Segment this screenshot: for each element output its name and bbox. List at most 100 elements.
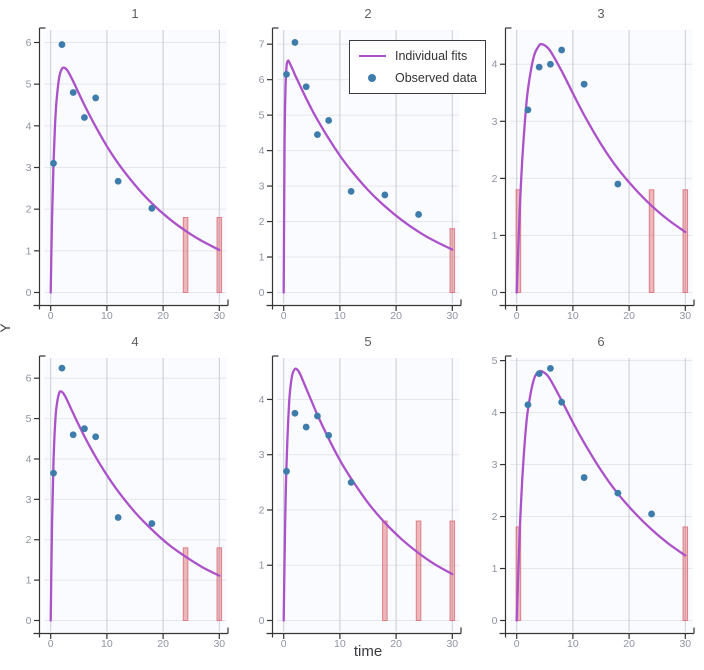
- svg-text:4: 4: [259, 394, 265, 406]
- svg-text:0: 0: [259, 287, 265, 299]
- svg-text:30: 30: [446, 638, 458, 650]
- svg-text:6: 6: [26, 37, 32, 49]
- svg-text:1: 1: [492, 230, 498, 242]
- svg-text:2: 2: [26, 204, 32, 216]
- observed-dot-swatch-icon: [358, 74, 386, 82]
- svg-text:3: 3: [259, 181, 265, 193]
- axes: [266, 27, 462, 311]
- svg-text:20: 20: [623, 638, 635, 650]
- tick-labels: 0 1 2 3 4 5 6 0 10 20 30: [26, 373, 226, 650]
- svg-text:0: 0: [514, 638, 520, 650]
- svg-text:1: 1: [492, 563, 498, 575]
- observed-points: [50, 364, 156, 527]
- svg-text:4: 4: [26, 120, 32, 132]
- svg-text:0: 0: [26, 287, 32, 299]
- subplot-1: 0 1 2 3 4 5 6 0 10 20 30 1: [0, 0, 233, 330]
- axes: [266, 355, 462, 639]
- svg-text:1: 1: [26, 245, 32, 257]
- subplot-5: 0 1 2 3 4 0 10 20 30 5: [233, 328, 466, 658]
- svg-text:30: 30: [679, 638, 691, 650]
- svg-text:20: 20: [390, 638, 402, 650]
- svg-text:0: 0: [26, 615, 32, 627]
- observed-points: [524, 46, 622, 188]
- svg-text:3: 3: [26, 162, 32, 174]
- subplot-5-canvas: 0 1 2 3 4 0 10 20 30: [259, 355, 462, 650]
- legend-item-individual-fits: Individual fits: [358, 45, 477, 67]
- svg-text:10: 10: [334, 310, 346, 322]
- fit-line-swatch-icon: [358, 54, 386, 58]
- svg-text:5: 5: [26, 413, 32, 425]
- svg-text:1: 1: [259, 252, 265, 264]
- svg-text:1: 1: [259, 560, 265, 572]
- tick-labels: 0 1 2 3 4 0 10 20 30: [259, 394, 459, 650]
- svg-text:2: 2: [259, 216, 265, 228]
- subplot-6-title: 6: [597, 334, 605, 349]
- svg-text:30: 30: [446, 310, 458, 322]
- subplot-3-title: 3: [597, 6, 605, 21]
- observed-points: [283, 39, 422, 218]
- svg-text:0: 0: [259, 615, 265, 627]
- svg-text:6: 6: [259, 74, 265, 86]
- dose-bars: [182, 547, 223, 621]
- svg-text:1: 1: [26, 575, 32, 587]
- svg-text:4: 4: [26, 453, 32, 465]
- tick-labels: 0 1 2 3 4 5 0 10 20 30: [492, 355, 692, 650]
- svg-text:0: 0: [48, 638, 54, 650]
- legend: Individual fits Observed data: [349, 40, 486, 94]
- axes: [33, 27, 229, 311]
- svg-text:20: 20: [390, 310, 402, 322]
- svg-text:2: 2: [492, 511, 498, 523]
- svg-text:0: 0: [492, 615, 498, 627]
- fit-curve: [49, 390, 221, 622]
- svg-text:20: 20: [157, 310, 169, 322]
- svg-text:3: 3: [26, 494, 32, 506]
- svg-text:3: 3: [492, 116, 498, 128]
- svg-text:4: 4: [492, 407, 498, 419]
- svg-text:20: 20: [157, 638, 169, 650]
- x-axis-label: time: [353, 643, 383, 660]
- fit-curve: [282, 367, 454, 622]
- svg-text:10: 10: [567, 310, 579, 322]
- gridlines: [44, 358, 227, 632]
- svg-text:3: 3: [259, 449, 265, 461]
- svg-text:10: 10: [101, 310, 113, 322]
- svg-text:30: 30: [213, 310, 225, 322]
- y-axis-label: Y: [0, 318, 18, 338]
- subplot-3-canvas: 0 1 2 3 4 0 10 20 30: [492, 27, 695, 322]
- svg-text:0: 0: [514, 310, 520, 322]
- tick-labels: 0 1 2 3 4 0 10 20 30: [492, 59, 692, 322]
- subplot-5-title: 5: [364, 334, 372, 349]
- subplot-4-title: 4: [131, 334, 139, 349]
- axes: [499, 27, 695, 311]
- fit-curve: [282, 59, 454, 294]
- dose-bars: [449, 228, 456, 294]
- svg-text:0: 0: [281, 310, 287, 322]
- observed-points: [50, 41, 156, 212]
- svg-text:2: 2: [492, 173, 498, 185]
- subplot-3: 0 1 2 3 4 0 10 20 30 3: [466, 0, 699, 330]
- svg-text:7: 7: [259, 39, 265, 51]
- svg-text:4: 4: [492, 59, 498, 71]
- subplot-1-canvas: 0 1 2 3 4 5 6 0 10 20 30: [26, 27, 229, 322]
- subplot-6-canvas: 0 1 2 3 4 5 0 10 20 30: [492, 355, 695, 650]
- legend-label-fits: Individual fits: [395, 49, 468, 63]
- tick-labels: 0 1 2 3 4 5 6 0 10 20 30: [26, 37, 226, 322]
- legend-label-observed: Observed data: [395, 71, 477, 85]
- svg-text:5: 5: [26, 79, 32, 91]
- tick-labels: 0 1 2 3 4 5 6 7 0 10 20 30: [259, 39, 459, 322]
- svg-text:10: 10: [567, 638, 579, 650]
- svg-text:5: 5: [259, 110, 265, 122]
- gridlines: [510, 30, 693, 304]
- legend-item-observed-data: Observed data: [358, 67, 477, 89]
- dose-bars: [182, 217, 223, 293]
- svg-text:0: 0: [48, 310, 54, 322]
- axes: [499, 355, 695, 639]
- fit-curve: [515, 42, 687, 294]
- fit-curve: [49, 66, 221, 294]
- svg-text:10: 10: [334, 638, 346, 650]
- svg-text:30: 30: [213, 638, 225, 650]
- svg-text:4: 4: [259, 145, 265, 157]
- subplot-6: 0 1 2 3 4 5 0 10 20 30 6: [466, 328, 699, 658]
- fit-curve: [515, 369, 687, 622]
